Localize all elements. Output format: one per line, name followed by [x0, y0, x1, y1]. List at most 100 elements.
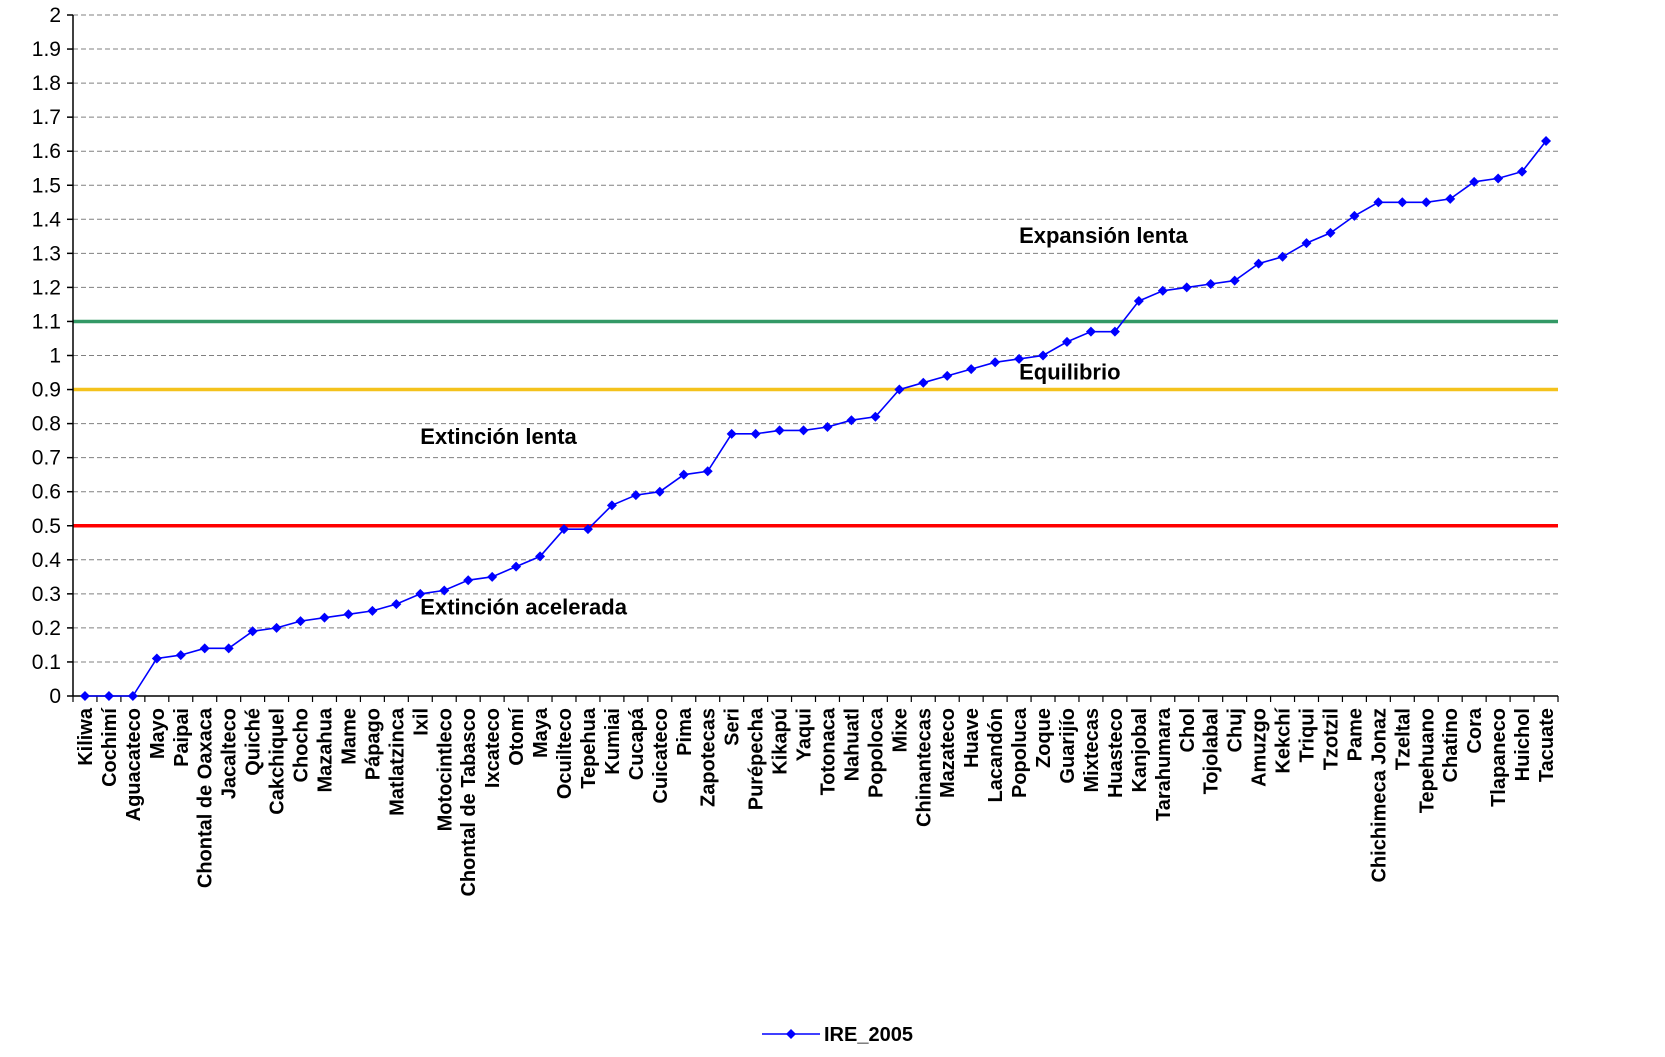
x-tick-label: Mixe — [889, 708, 911, 752]
x-tick-label: Amuzgo — [1249, 708, 1271, 787]
data-point — [415, 588, 426, 599]
data-point — [1397, 197, 1408, 208]
data-point — [1157, 285, 1168, 296]
x-tick-label: Chichimeca Jonaz — [1368, 708, 1390, 883]
data-point — [822, 422, 833, 433]
data-point — [1493, 173, 1504, 184]
x-tick-label: Ixil — [410, 708, 432, 736]
data-point — [1133, 296, 1144, 307]
x-tick-label: Purépecha — [746, 707, 768, 810]
data-point — [1229, 275, 1240, 286]
series-line — [85, 140, 1547, 697]
data-point — [151, 653, 162, 664]
data-point — [1014, 353, 1025, 364]
x-tick-label: Chol — [1177, 708, 1199, 752]
x-tick-label: Kumiai — [602, 708, 624, 775]
data-point — [79, 691, 90, 701]
x-tick-label: Cora — [1464, 707, 1486, 753]
data-point — [1301, 238, 1312, 249]
data-point — [127, 691, 138, 701]
data-point — [439, 585, 450, 596]
y-tick-label: 1.7 — [32, 106, 61, 129]
y-tick-label: 0 — [49, 685, 61, 708]
legend: IRE_2005 — [762, 1024, 913, 1046]
data-point — [1517, 166, 1528, 177]
data-point — [247, 626, 258, 637]
x-tick-label: Chatino — [1440, 708, 1462, 782]
x-tick-label: Huasteco — [1105, 708, 1127, 798]
data-point — [846, 415, 857, 426]
data-point — [295, 616, 306, 627]
data-point — [990, 357, 1001, 368]
x-tick-label: Chuj — [1225, 708, 1247, 752]
x-tick-label: Jacalteco — [219, 708, 241, 799]
x-tick-label: Pima — [674, 707, 696, 756]
x-tick-label: Aguacateco — [123, 708, 145, 821]
x-tick-label: Zoque — [1033, 708, 1055, 768]
data-point — [870, 411, 881, 422]
x-tick-label: Tzeltal — [1392, 708, 1414, 770]
data-point — [103, 691, 114, 701]
data-point — [1445, 193, 1456, 204]
y-tick-label: 1.8 — [32, 72, 61, 95]
data-point — [1038, 350, 1049, 361]
y-tick-label: 0.3 — [32, 583, 61, 606]
x-tick-label: Chocho — [291, 708, 313, 782]
y-tick-label: 0.8 — [32, 413, 61, 436]
data-point — [654, 486, 665, 497]
data-point — [1421, 197, 1432, 208]
data-point — [702, 466, 713, 477]
y-tick-label: 2 — [49, 4, 61, 27]
x-tick-label: Kekchí — [1273, 707, 1295, 774]
data-point — [582, 524, 593, 535]
x-tick-label: Mazahua — [314, 707, 336, 792]
x-tick-label: Cuicateco — [650, 708, 672, 804]
x-tick-label: Popoluca — [1009, 707, 1031, 798]
data-point — [391, 599, 402, 610]
x-tick-label: Cochimí — [99, 707, 121, 787]
x-tick-label: Yaqui — [794, 708, 816, 761]
x-tick-label: Matlatzinca — [386, 707, 408, 816]
data-point — [798, 425, 809, 436]
y-tick-label: 1.9 — [32, 38, 61, 61]
x-tick-label: Huave — [961, 708, 983, 768]
data-point — [1061, 336, 1072, 347]
x-tick-label: Lacandón — [985, 708, 1007, 802]
x-tick-label: Tojolabal — [1201, 708, 1223, 794]
data-point — [1205, 278, 1216, 289]
x-tick-label: Nahuatl — [841, 708, 863, 781]
x-tick-label: Pame — [1344, 708, 1366, 761]
data-point — [726, 428, 737, 439]
axes — [67, 14, 1559, 702]
legend-label: IRE_2005 — [824, 1024, 913, 1046]
x-tick-label: Tlapaneco — [1488, 708, 1510, 807]
x-tick-label: Guarijío — [1057, 708, 1079, 784]
data-point — [894, 384, 905, 395]
data-point — [630, 490, 641, 501]
y-tick-label: 1 — [49, 345, 61, 368]
data-point — [1325, 227, 1336, 238]
x-tick-label: Chontal de Tabasco — [458, 708, 480, 897]
x-tick-label: Triqui — [1297, 708, 1319, 762]
y-tick-label: 1.3 — [32, 242, 61, 265]
y-tick-label: 1.2 — [32, 276, 61, 299]
x-tick-label: Zapotecas — [698, 708, 720, 807]
x-tick-label: Quiché — [243, 708, 265, 776]
x-tick-label: Kikapú — [770, 708, 792, 775]
data-point — [606, 500, 617, 511]
x-tick-label: Chinantecas — [913, 708, 935, 827]
zone-annotation: Equilibrio — [1019, 359, 1120, 384]
data-point — [487, 571, 498, 582]
zone-annotation: Extinción acelerada — [420, 594, 627, 619]
data-point — [367, 605, 378, 616]
y-tick-label: 0.2 — [32, 617, 61, 640]
x-tick-label: Maya — [530, 707, 552, 758]
x-tick-label: Motocintleco — [434, 708, 456, 831]
zone-annotations: Expansión lenta Equilibrio Extinción lenta… — [420, 223, 1188, 619]
series-ire-2005 — [79, 135, 1552, 701]
x-tick-label: Tepehua — [578, 707, 600, 789]
data-point — [1085, 326, 1096, 337]
y-tick-label: 0.5 — [32, 515, 61, 538]
x-tick-label: Mazateco — [937, 708, 959, 798]
zone-annotation: Extinción lenta — [420, 424, 577, 449]
